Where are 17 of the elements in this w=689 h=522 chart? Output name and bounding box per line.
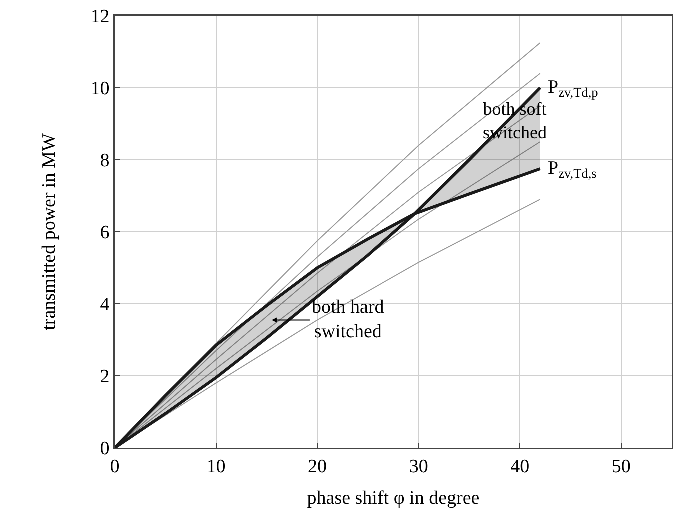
y-tick-label: 2 — [100, 366, 110, 388]
x-tick-label: 10 — [206, 456, 226, 478]
x-tick-label: 20 — [308, 456, 328, 478]
y-tick-label: 0 — [100, 438, 110, 460]
y-tick-label: 6 — [100, 222, 110, 244]
y-axis-title: transmitted power in MW — [38, 134, 60, 330]
series-label: P$_{zv,Td,s}$ — [548, 158, 597, 181]
x-axis-title: phase shift φ in degree — [307, 488, 480, 509]
y-tick-label: 4 — [100, 294, 110, 316]
x-tick-label: 50 — [612, 456, 631, 478]
y-tick-label: 8 — [100, 150, 110, 172]
y-tick-label: 10 — [90, 78, 110, 100]
y-tick-label: 12 — [90, 6, 110, 28]
x-tick-label: 40 — [510, 456, 530, 478]
x-tick-label: 30 — [409, 456, 428, 478]
annotation: both hard switched — [312, 297, 385, 343]
series-label: P$_{zv,Td,p}$ — [548, 77, 599, 100]
